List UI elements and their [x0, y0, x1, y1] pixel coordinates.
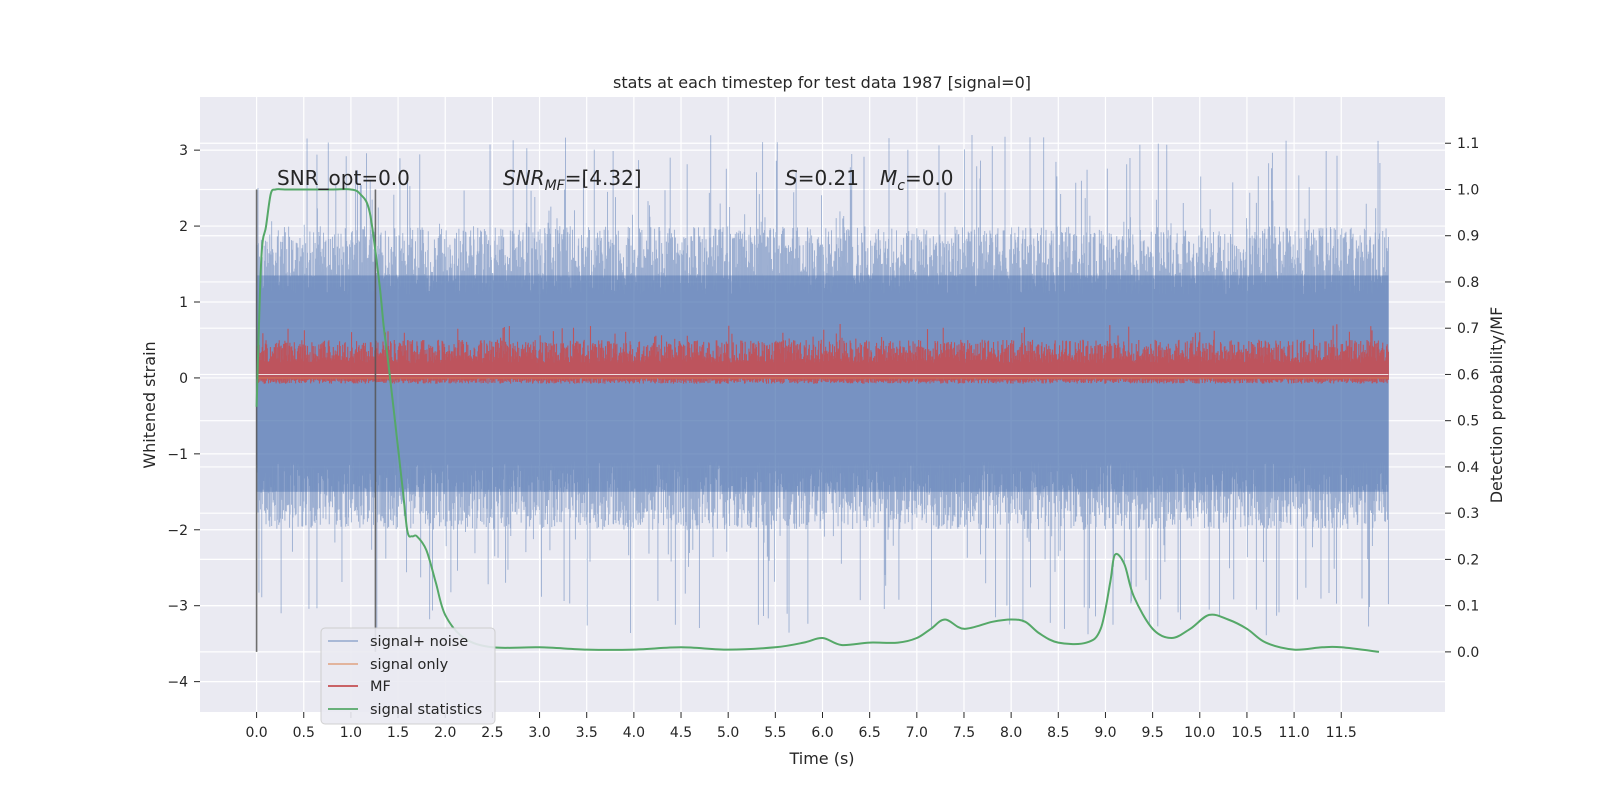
y-tick-label-4: −1: [167, 447, 188, 463]
annotation-mc-sub: c: [897, 178, 905, 194]
x-tick-label-9: 4.5: [670, 725, 692, 741]
x-tick-label-16: 8.0: [1000, 725, 1022, 741]
annotation-mc-main: M: [880, 166, 897, 190]
y-tick-label-6: −3: [167, 599, 188, 615]
x-tick-label-14: 7.0: [906, 725, 928, 741]
y-axis-label: Whitened strain: [140, 341, 159, 468]
x-tick-label-22: 11.0: [1279, 725, 1310, 741]
x-tick-label-23: 11.5: [1326, 725, 1357, 741]
annotation-snr-opt: SNR_opt=0.0: [277, 166, 410, 190]
mf-series: [256, 324, 1389, 384]
vertical-markers: [255, 189, 377, 652]
legend-label-mf: MF: [370, 679, 391, 695]
y2-tick-label-0: 1.1: [1457, 136, 1479, 152]
x-tick-label-18: 9.0: [1094, 725, 1116, 741]
x-tick-label-5: 2.5: [481, 725, 503, 741]
legend: signal+ noise signal only MF signal stat…: [320, 627, 496, 725]
x-tick-label-7: 3.5: [576, 725, 598, 741]
x-tick-label-13: 6.5: [859, 725, 881, 741]
x-tick-label-6: 3.0: [528, 725, 550, 741]
y-axis-ticks: 3 2 1 0 −1 −2 −3 −4: [167, 143, 200, 691]
y-tick-label-5: −2: [167, 523, 188, 539]
x-tick-label-11: 5.5: [764, 725, 786, 741]
y2-tick-label-8: 0.3: [1457, 506, 1479, 522]
annotation-snr-mf-main: SNR: [503, 166, 545, 190]
annotation-s: S=0.21: [785, 166, 859, 190]
x-tick-label-19: 9.5: [1141, 725, 1163, 741]
y2-tick-label-1: 1.0: [1457, 182, 1479, 198]
legend-box: [320, 627, 496, 725]
y2-tick-label-3: 0.8: [1457, 275, 1479, 291]
chart-title: stats at each timestep for test data 198…: [613, 73, 1031, 92]
annotation-snr-mf: SNRMF=[4.32]: [503, 166, 642, 194]
legend-label-signal-noise: signal+ noise: [370, 634, 468, 650]
x-tick-label-20: 10.0: [1184, 725, 1215, 741]
x-tick-label-3: 1.5: [387, 725, 409, 741]
x-tick-label-12: 6.0: [811, 725, 833, 741]
x-tick-label-15: 7.5: [953, 725, 975, 741]
x-tick-label-21: 10.5: [1231, 725, 1262, 741]
x-tick-label-4: 2.0: [434, 725, 456, 741]
y2-tick-label-6: 0.5: [1457, 414, 1479, 430]
legend-label-statistics: signal statistics: [370, 702, 482, 718]
annotation-snr-mf-sub: MF: [545, 178, 566, 194]
y2-tick-label-7: 0.4: [1457, 460, 1479, 476]
annotation-s-symbol: S: [785, 166, 798, 190]
y2-axis-label: Detection probability/MF: [1487, 307, 1506, 504]
y-tick-label-7: −4: [167, 675, 188, 691]
annotation-s-value: =0.21: [798, 166, 859, 190]
y-tick-label-2: 1: [179, 295, 188, 311]
y2-tick-label-10: 0.1: [1457, 599, 1479, 615]
legend-label-signal-only: signal only: [370, 657, 449, 673]
x-tick-label-17: 8.5: [1047, 725, 1069, 741]
signal-noise-series: [256, 135, 1389, 636]
y-tick-label-0: 3: [179, 143, 188, 159]
signal-statistics-series: [255, 188, 1380, 653]
signal-noise-band: [256, 275, 1389, 492]
annotation-snr-mf-value: =[4.32]: [565, 166, 642, 190]
y2-tick-label-5: 0.6: [1457, 367, 1479, 383]
y2-tick-label-2: 0.9: [1457, 229, 1479, 245]
x-axis-ticks: 0.0 0.5 1.0 1.5 2.0 2.5 3.0 3.5 4.0 4.5 5.0 5.5 6.0 6…: [245, 712, 1357, 741]
y2-tick-label-11: 0.0: [1457, 645, 1479, 661]
y2-tick-label-9: 0.2: [1457, 552, 1479, 568]
y2-tick-label-4: 0.7: [1457, 321, 1479, 337]
x-tick-label-2: 1.0: [340, 725, 362, 741]
x-axis-label: Time (s): [788, 749, 854, 768]
y-tick-label-3: 0: [179, 371, 188, 387]
x-tick-label-8: 4.0: [623, 725, 645, 741]
x-tick-label-10: 5.0: [717, 725, 739, 741]
x-tick-label-0: 0.0: [245, 725, 267, 741]
annotation-mc-value: =0.0: [905, 166, 954, 190]
y-tick-label-1: 2: [179, 219, 188, 235]
annotation-mc: Mc=0.0: [880, 166, 954, 194]
x-tick-label-1: 0.5: [293, 725, 315, 741]
y2-axis-ticks: 1.1 1.0 0.9 0.8 0.7 0.6 0.5 0.4 0.3 0.2 0.1 0.0: [1445, 136, 1479, 661]
